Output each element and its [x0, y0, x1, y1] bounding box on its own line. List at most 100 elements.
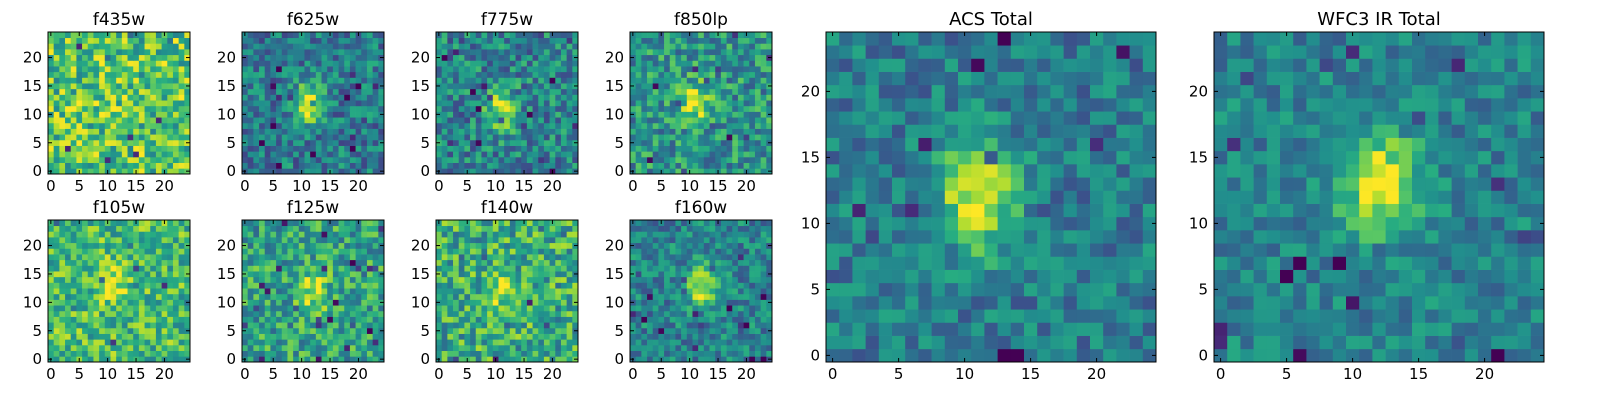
heatmap-cell — [515, 231, 522, 238]
heatmap-cell — [555, 356, 562, 363]
heatmap-cell — [737, 122, 744, 129]
heatmap-cell — [121, 299, 128, 306]
heatmap-cell — [675, 310, 682, 317]
heatmap-cell — [321, 37, 328, 44]
heatmap-cell — [538, 242, 545, 249]
heatmap-cell — [242, 77, 249, 84]
heatmap-cell — [93, 322, 100, 329]
heatmap-cell — [172, 156, 179, 163]
heatmap-cell — [59, 265, 66, 272]
heatmap-cell — [76, 339, 83, 346]
heatmap-cell — [549, 282, 556, 289]
heatmap-cell — [276, 43, 283, 50]
heatmap-cell — [378, 145, 385, 152]
heatmap-cell — [293, 122, 300, 129]
heatmap-cell — [749, 322, 756, 329]
heatmap-cell — [138, 242, 145, 249]
heatmap-cell — [498, 220, 505, 227]
heatmap-cell — [766, 32, 773, 39]
heatmap-cell — [498, 259, 505, 266]
heatmap-cell — [378, 225, 385, 232]
heatmap-cell — [315, 156, 322, 163]
heatmap-cell — [138, 327, 145, 334]
heatmap-cell — [161, 305, 168, 312]
heatmap-cell — [247, 254, 254, 261]
heatmap-cell — [726, 145, 733, 152]
heatmap-cell — [749, 100, 756, 107]
heatmap-cell — [538, 156, 545, 163]
heatmap-cell — [436, 88, 443, 95]
heatmap-cell — [276, 220, 283, 227]
heatmap-cell — [155, 305, 162, 312]
heatmap-cell — [378, 128, 385, 135]
heatmap-cell — [366, 54, 373, 61]
heatmap-cell — [470, 248, 477, 255]
heatmap-cell — [504, 134, 511, 141]
heatmap-cell — [641, 151, 648, 158]
heatmap-cell — [99, 54, 106, 61]
heatmap-cell — [327, 293, 334, 300]
heatmap-cell — [172, 248, 179, 255]
heatmap-cell — [70, 162, 77, 169]
heatmap-cell — [116, 333, 123, 340]
heatmap-cell — [93, 237, 100, 244]
heatmap-cell — [760, 128, 767, 135]
heatmap-cell — [555, 316, 562, 323]
heatmap-cell — [475, 117, 482, 124]
heatmap-cell — [270, 339, 277, 346]
heatmap-cell — [242, 259, 249, 266]
heatmap-cell — [555, 49, 562, 56]
heatmap-cell — [572, 77, 579, 84]
heatmap-cell — [641, 66, 648, 73]
heatmap-cell — [515, 248, 522, 255]
heatmap-cell — [264, 168, 271, 175]
heatmap-cell — [754, 49, 761, 56]
heatmap-cell — [315, 151, 322, 158]
heatmap-cell — [110, 310, 117, 317]
heatmap-cell — [566, 356, 573, 363]
heatmap-cell — [515, 117, 522, 124]
heatmap-cell — [53, 49, 60, 56]
heatmap-cell — [464, 100, 471, 107]
heatmap-cell — [287, 66, 294, 73]
heatmap-cell — [566, 111, 573, 118]
heatmap-cell — [144, 242, 151, 249]
heatmap-cell — [681, 344, 688, 351]
heatmap-cell — [53, 231, 60, 238]
heatmap-cell — [104, 117, 111, 124]
heatmap-cell — [178, 54, 185, 61]
heatmap-cell — [161, 139, 168, 146]
heatmap-cell — [453, 259, 460, 266]
heatmap-cell — [521, 316, 528, 323]
heatmap-cell — [93, 220, 100, 227]
heatmap-cell — [281, 237, 288, 244]
heatmap-cell — [361, 117, 368, 124]
heatmap-cell — [178, 32, 185, 39]
heatmap-cell — [481, 259, 488, 266]
heatmap-cell — [470, 83, 477, 90]
heatmap-cell — [664, 128, 671, 135]
y-tick-label: 5 — [32, 322, 42, 340]
heatmap-cell — [321, 105, 328, 112]
heatmap-cell — [104, 88, 111, 95]
heatmap-cell — [555, 83, 562, 90]
heatmap-cell — [436, 128, 443, 135]
heatmap-cell — [732, 49, 739, 56]
heatmap-cell — [332, 145, 339, 152]
heatmap-cell — [121, 37, 128, 44]
heatmap-cell — [675, 117, 682, 124]
heatmap-cell — [647, 299, 654, 306]
heatmap-cell — [121, 168, 128, 175]
heatmap-cell — [349, 333, 356, 340]
heatmap-cell — [172, 350, 179, 357]
heatmap-cell — [498, 310, 505, 317]
heatmap-cell — [127, 271, 134, 278]
heatmap-cell — [104, 237, 111, 244]
heatmap-cell — [150, 156, 157, 163]
heatmap-cell — [253, 32, 260, 39]
heatmap-cell — [647, 156, 654, 163]
heatmap-cell — [647, 139, 654, 146]
heatmap-cell — [87, 265, 94, 272]
heatmap-cell — [703, 83, 710, 90]
heatmap-cell — [310, 128, 317, 135]
